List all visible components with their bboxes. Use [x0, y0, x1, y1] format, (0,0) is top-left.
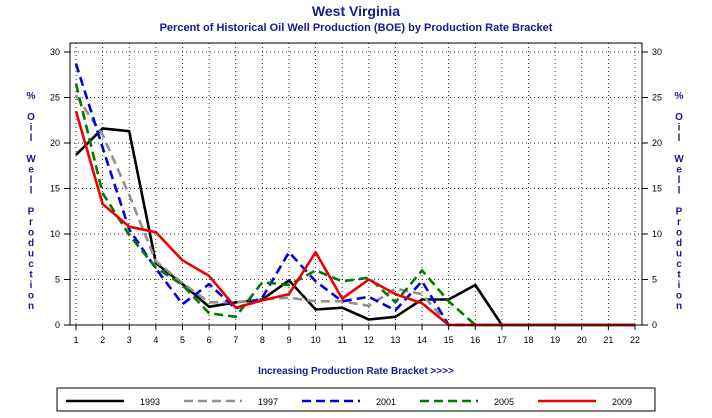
x-tick-label: 17 [497, 335, 507, 345]
y-axis-label-char: O [675, 112, 683, 123]
y-axis-label-char: u [676, 249, 682, 260]
y-axis-label-char: n [676, 301, 682, 312]
y-axis-label-char: r [677, 217, 681, 228]
y-tick-label-right: 10 [652, 229, 662, 239]
x-tick-label: 3 [127, 335, 132, 345]
y-axis-label-char: c [28, 259, 34, 270]
y-axis-label-char: l [678, 175, 681, 186]
plot-grid [70, 43, 642, 325]
y-axis-label-char: u [28, 249, 34, 260]
legend-label-2009: 2009 [612, 397, 632, 407]
y-axis-label-char: P [28, 207, 35, 218]
x-tick-label: 4 [153, 335, 158, 345]
x-tick-label: 20 [577, 335, 587, 345]
x-tick-label: 10 [311, 335, 321, 345]
y-tick-label-left: 20 [50, 138, 60, 148]
y-tick-label-left: 30 [50, 47, 60, 57]
y-axis-label-char: d [676, 238, 682, 249]
y-axis-label-char: W [26, 154, 36, 165]
y-tick-label-left: 0 [55, 320, 60, 330]
x-tick-label: 5 [180, 335, 185, 345]
y-axis-label-char: o [676, 228, 682, 239]
x-tick-label: 9 [286, 335, 291, 345]
x-axis-label: Increasing Production Rate Bracket >>>> [258, 366, 454, 377]
plot-series [76, 64, 635, 325]
legend-label-1993: 1993 [140, 397, 160, 407]
series-line-1993 [76, 128, 635, 325]
x-tick-label: 1 [73, 335, 78, 345]
y-tick-label-right: 25 [652, 93, 662, 103]
x-tick-label: 15 [444, 335, 454, 345]
y-axis-label-char: i [678, 280, 681, 291]
y-tick-label-right: 20 [652, 138, 662, 148]
legend-label-1997: 1997 [258, 397, 278, 407]
y-axis-label-char: l [30, 186, 33, 197]
y-axis-label-char: W [674, 154, 684, 165]
y-axis-label-char: d [28, 238, 34, 249]
plot-frame [70, 43, 642, 325]
y-tick-label-left: 15 [50, 184, 60, 194]
y-axis-label-char: o [28, 291, 34, 302]
y-tick-label-right: 15 [652, 184, 662, 194]
x-tick-label: 21 [603, 335, 613, 345]
y-axis-label-char: n [28, 301, 34, 312]
y-axis-label-char: % [675, 91, 684, 102]
y-axis-label-char: t [29, 270, 33, 281]
legend-label-2005: 2005 [494, 397, 514, 407]
legend-label-2001: 2001 [376, 397, 396, 407]
y-tick-label-right: 30 [652, 47, 662, 57]
y-axis-label-char: i [678, 123, 681, 134]
y-axis-label-char: l [678, 186, 681, 197]
chart-subtitle: Percent of Historical Oil Well Productio… [160, 22, 553, 34]
chart-title: West Virginia [312, 3, 400, 19]
y-tick-label-left: 5 [55, 275, 60, 285]
y-axis-label-char: l [30, 175, 33, 186]
y-tick-label-right: 0 [652, 320, 657, 330]
x-tick-label: 2 [100, 335, 105, 345]
y-axis-label-char: P [676, 207, 683, 218]
y-axis-label-char: l [30, 133, 33, 144]
x-tick-label: 18 [524, 335, 534, 345]
x-tick-label: 19 [550, 335, 560, 345]
y-axis-label-char: o [28, 228, 34, 239]
x-tick-label: 8 [260, 335, 265, 345]
y-axis-label-char: o [676, 291, 682, 302]
y-axis-label-char: e [28, 165, 34, 176]
y-axis-label-char: i [30, 280, 33, 291]
y-axis-label-char: l [678, 133, 681, 144]
y-axis-label-char: c [676, 259, 682, 270]
x-tick-label: 11 [338, 335, 347, 345]
x-tick-label: 12 [364, 335, 374, 345]
x-tick-label: 13 [390, 335, 400, 345]
x-tick-label: 16 [470, 335, 480, 345]
y-axis-label-char: i [30, 123, 33, 134]
y-tick-label-right: 5 [652, 275, 657, 285]
y-axis-label-char: r [29, 217, 33, 228]
x-tick-label: 22 [630, 335, 640, 345]
y-tick-label-left: 25 [50, 93, 60, 103]
y-tick-label-left: 10 [50, 229, 60, 239]
y-axis-label-char: t [677, 270, 681, 281]
y-axis-label-char: O [27, 112, 35, 123]
x-tick-label: 7 [233, 335, 238, 345]
series-line-2009 [76, 111, 635, 325]
x-tick-label: 6 [207, 335, 212, 345]
y-axis-label-char: % [27, 91, 36, 102]
x-tick-label: 14 [417, 335, 427, 345]
series-line-2001 [76, 64, 635, 325]
y-axis-label-char: e [676, 165, 682, 176]
